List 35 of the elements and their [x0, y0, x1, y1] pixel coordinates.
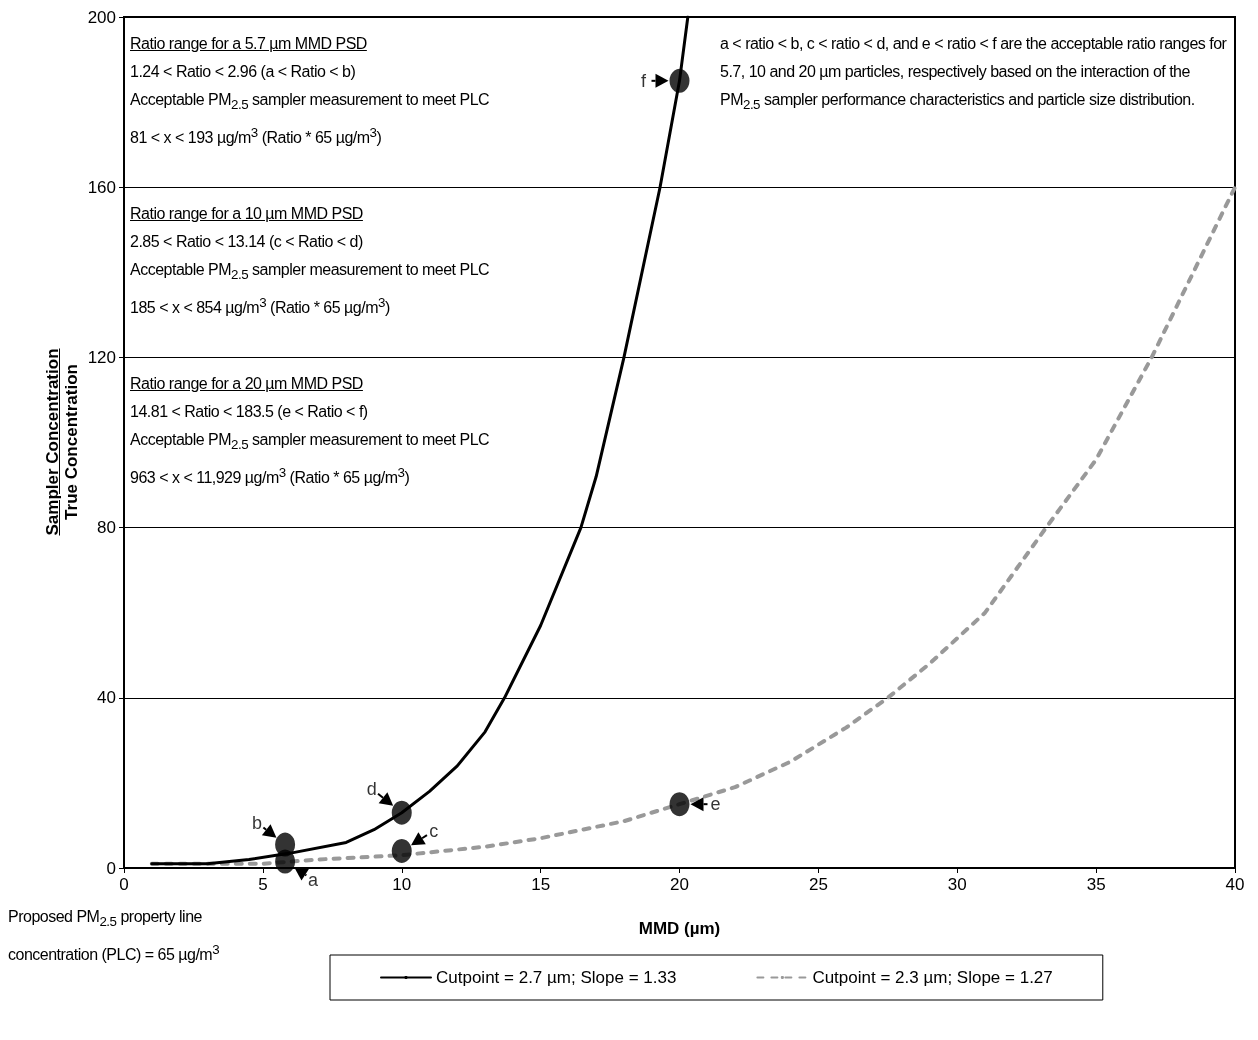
x-axis-title: MMD (µm) [638, 919, 721, 938]
x-tick-label: 15 [531, 875, 551, 894]
point [275, 832, 296, 857]
point [391, 800, 412, 825]
legend-label: Cutpoint = 2.3 µm; Slope = 1.27 [812, 968, 1053, 987]
point [391, 838, 412, 863]
data-label: e [710, 794, 721, 815]
data-label: b [252, 812, 263, 833]
x-tick-label: 25 [808, 875, 828, 894]
x-tick-label: 20 [670, 875, 689, 894]
legend-label: Cutpoint = 2.7 µm; Slope = 1.33 [436, 968, 677, 987]
x-tick-label: 35 [1086, 875, 1106, 894]
x-tick-label: 10 [392, 875, 412, 894]
data-label: d [366, 778, 377, 799]
y-tick-label: 40 [97, 688, 116, 708]
y-axis-title: Sampler Concentration True Concentration [43, 348, 81, 536]
y-tick-label: 120 [87, 347, 116, 367]
text: Ratio range for a 20 µm MMD PSD 14.81 < Ratio < 183.5 (e < Ratio < f) Acceptable PM$_{2.5}$ sampler measurement to meet PLC 963 < x < 11,929 µg/m$^{3}$ (Ratio * 65 µg/m$^{3}$) [130, 375, 490, 487]
point [669, 68, 690, 93]
annotation: a < ratio < b, c < ratio < d, and e < ratio < f are the acceptable ratio ranges for 5.7, 10 and 20 µm particles, respectively based on the interaction of the PM$_{2.5}$ sampler performance characteristics and particle size distribution. [720, 34, 1228, 115]
point [669, 792, 690, 817]
x-tick-label: 30 [947, 875, 967, 894]
y-tick-label: 160 [87, 177, 116, 197]
y-tick-label: 80 [97, 518, 116, 538]
y-tick-label: 200 [87, 7, 116, 27]
data-label: a [308, 869, 320, 890]
x-tick-label: 0 [119, 875, 129, 894]
data-label: c [429, 820, 439, 841]
x-tick-label: 5 [258, 875, 268, 894]
x-tick-label: 40 [1225, 875, 1245, 894]
text: Ratio range for a 5.7 µm MMD PSD 1.24 < Ratio < 2.96 (a < Ratio < b) Acceptable PM$_{2.5}$ sampler measurement to meet PLC 81 < x < 193 µg/m$^{3}$ (Ratio * 65 µg/m$^{3}$) [130, 35, 490, 147]
text: Ratio range for a 10 µm MMD PSD 2.85 < Ratio < 13.14 (c < Ratio < d) Acceptable PM$_{2.5}$ sampler measurement to meet PLC 185 < x < 854 µg/m$^{3}$ (Ratio * 65 µg/m$^{3}$) [130, 205, 490, 317]
data-label: f [640, 70, 647, 91]
y-tick-label: 0 [106, 858, 116, 878]
text: Proposed PM$_{2.5}$ property line concentration (PLC) = 65 µg/m$^{3}$ [8, 908, 220, 964]
